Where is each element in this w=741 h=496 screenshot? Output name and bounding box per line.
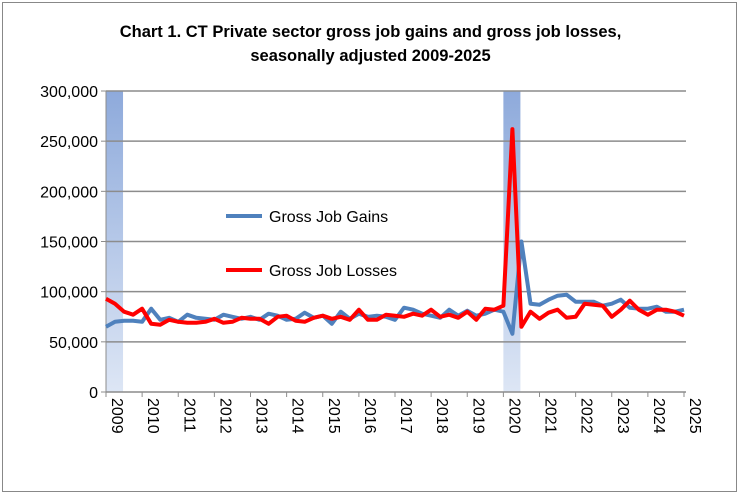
legend-label-losses: Gross Job Losses <box>269 263 397 280</box>
x-tick-label: 2025 <box>686 398 703 434</box>
x-tick-label: 2016 <box>361 398 378 434</box>
x-tick-label: 2020 <box>505 398 522 434</box>
x-tick-label: 2023 <box>614 398 631 434</box>
x-tick-label: 2022 <box>578 398 595 434</box>
chart-title-line1: Chart 1. CT Private sector gross job gai… <box>119 23 622 41</box>
series-line-losses <box>105 127 685 329</box>
chart-title-line2: seasonally adjusted 2009-2025 <box>250 47 491 65</box>
x-tick-label: 2010 <box>144 398 161 434</box>
y-tick-label: 0 <box>89 385 98 402</box>
y-tick-label: 300,000 <box>40 84 98 101</box>
x-tick-label: 2009 <box>108 398 125 434</box>
x-tick-label: 2013 <box>253 398 270 434</box>
y-tick-label: 200,000 <box>40 184 98 201</box>
x-tick-label: 2018 <box>433 398 450 434</box>
x-tick-label: 2021 <box>542 398 559 434</box>
legend-label-gains: Gross Job Gains <box>269 209 388 226</box>
chart-title: Chart 1. CT Private sector gross job gai… <box>0 20 741 68</box>
x-tick-label: 2014 <box>289 398 306 434</box>
chart-frame <box>2 2 737 492</box>
x-tick-label: 2019 <box>469 398 486 434</box>
y-tick-label: 100,000 <box>40 285 98 302</box>
y-tick-label: 150,000 <box>40 235 98 252</box>
x-tick-label: 2012 <box>216 398 233 434</box>
y-tick-label: 50,000 <box>49 335 98 352</box>
x-tick-label: 2011 <box>180 398 197 433</box>
x-tick-label: 2024 <box>650 398 667 434</box>
y-tick-label: 250,000 <box>40 134 98 151</box>
x-tick-label: 2017 <box>397 398 414 434</box>
x-tick-label: 2015 <box>325 398 342 434</box>
series-line-gains <box>105 239 685 336</box>
